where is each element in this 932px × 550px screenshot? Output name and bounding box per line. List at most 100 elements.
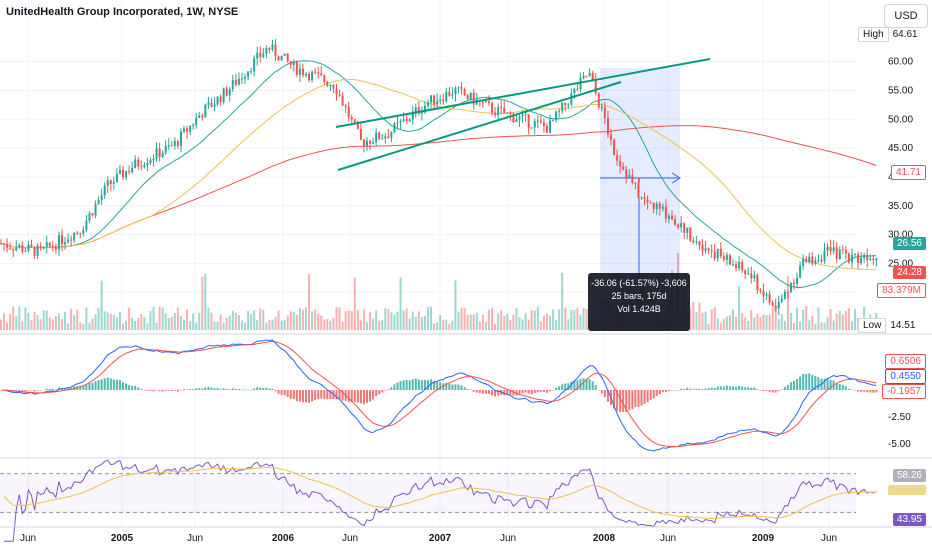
measure-arrow-icon bbox=[671, 172, 681, 184]
macd-histogram-bar bbox=[76, 386, 79, 390]
candle-body bbox=[201, 115, 204, 118]
macd-histogram-bar bbox=[664, 390, 667, 393]
macd-histogram-bar bbox=[649, 390, 652, 400]
volume-bar bbox=[558, 309, 561, 330]
candle-body bbox=[100, 195, 103, 200]
candle-body bbox=[311, 71, 314, 81]
volume-bar bbox=[805, 306, 808, 330]
volume-bar bbox=[6, 322, 9, 330]
candle-body bbox=[240, 78, 243, 80]
candle-body bbox=[265, 47, 268, 54]
candle-body bbox=[57, 235, 60, 250]
candle-body bbox=[262, 53, 265, 57]
macd-histogram-bar bbox=[494, 390, 497, 397]
candle-body bbox=[250, 71, 253, 73]
volume-bar bbox=[204, 273, 207, 330]
macd-histogram-bar bbox=[186, 389, 189, 391]
macd-histogram-bar bbox=[97, 380, 100, 390]
macd-histogram-bar bbox=[478, 390, 481, 394]
candle-body bbox=[292, 61, 295, 65]
volume-bar bbox=[170, 316, 173, 330]
macd-histogram-bar bbox=[347, 390, 350, 402]
macd-histogram-bar bbox=[869, 390, 872, 393]
candle-body bbox=[640, 197, 643, 199]
candle-body bbox=[314, 71, 317, 73]
volume-bar bbox=[728, 315, 731, 330]
high-marker: High 64.61 bbox=[858, 27, 922, 42]
candle-body bbox=[335, 88, 338, 95]
candle-body bbox=[18, 245, 21, 248]
volume-bar bbox=[122, 323, 124, 330]
macd-histogram-bar bbox=[179, 390, 182, 391]
volume-bar bbox=[808, 320, 811, 330]
candle-body bbox=[76, 232, 79, 234]
macd-histogram-bar bbox=[301, 390, 304, 403]
candle-body bbox=[585, 75, 588, 77]
volume-bar bbox=[451, 320, 454, 330]
volume-bar bbox=[832, 320, 835, 330]
candle-body bbox=[671, 215, 673, 220]
volume-bar bbox=[283, 319, 286, 330]
volume-bar bbox=[796, 307, 799, 330]
candle-body bbox=[15, 247, 18, 251]
candle-body bbox=[36, 245, 39, 256]
volume-bar bbox=[460, 307, 463, 330]
volume-bar bbox=[262, 309, 265, 330]
macd-histogram-bar bbox=[521, 390, 524, 394]
volume-bar bbox=[234, 312, 237, 330]
macd-histogram-bar bbox=[274, 390, 277, 392]
volume-bar bbox=[521, 319, 524, 330]
candle-body bbox=[774, 305, 777, 309]
candle-body bbox=[597, 93, 600, 108]
macd-histogram-bar bbox=[640, 390, 643, 406]
macd-histogram-bar bbox=[616, 390, 619, 411]
macd-histogram-bar bbox=[39, 390, 42, 391]
volume-bar bbox=[567, 319, 570, 330]
ma-short-path bbox=[0, 78, 877, 271]
volume-bar bbox=[298, 307, 301, 330]
candle-body bbox=[750, 273, 753, 279]
candle-body bbox=[393, 123, 396, 133]
candle-body bbox=[823, 250, 826, 262]
volume-bar bbox=[744, 317, 747, 330]
volume-bar bbox=[259, 308, 262, 330]
candle-body bbox=[454, 88, 457, 95]
measure-bars: 25 bars, 175d bbox=[611, 291, 667, 301]
macd-histogram-bar bbox=[381, 390, 384, 393]
volume-bar bbox=[774, 306, 777, 330]
candle-body bbox=[372, 142, 375, 144]
volume-bar bbox=[698, 302, 701, 330]
time-tick-label: 2007 bbox=[429, 533, 452, 544]
macd-histogram-bar bbox=[128, 385, 131, 390]
macd-histogram-bar bbox=[436, 381, 439, 390]
volume-bar bbox=[369, 311, 372, 330]
candle-body bbox=[768, 294, 771, 303]
candle-body bbox=[411, 111, 414, 120]
channel-lower-line[interactable] bbox=[337, 81, 622, 171]
time-tick-label: Jun bbox=[660, 533, 676, 544]
volume-bar bbox=[442, 319, 445, 330]
macd-histogram-bar bbox=[393, 384, 396, 390]
macd-histogram-bar bbox=[472, 390, 475, 392]
macd-histogram-bar bbox=[408, 380, 411, 390]
candle-body bbox=[732, 264, 734, 266]
price-tick-label: 30.00 bbox=[888, 230, 913, 241]
candle-body bbox=[271, 44, 274, 50]
volume-bar bbox=[305, 307, 307, 330]
macd-histogram-bar bbox=[613, 390, 616, 409]
volume-bar bbox=[759, 316, 762, 330]
channel-upper-line[interactable] bbox=[335, 58, 711, 128]
volume-bar bbox=[579, 314, 582, 330]
candle-body bbox=[552, 120, 555, 122]
candle-body bbox=[341, 95, 344, 106]
volume-bar bbox=[689, 307, 692, 330]
macd-histogram-bar bbox=[646, 390, 649, 403]
currency-button[interactable]: USD bbox=[884, 4, 928, 28]
volume-bar bbox=[94, 314, 97, 330]
candle-body bbox=[198, 115, 201, 118]
candle-body bbox=[414, 107, 417, 112]
candle-body bbox=[765, 294, 768, 296]
candle-body bbox=[219, 96, 222, 103]
volume-bar bbox=[18, 306, 21, 330]
